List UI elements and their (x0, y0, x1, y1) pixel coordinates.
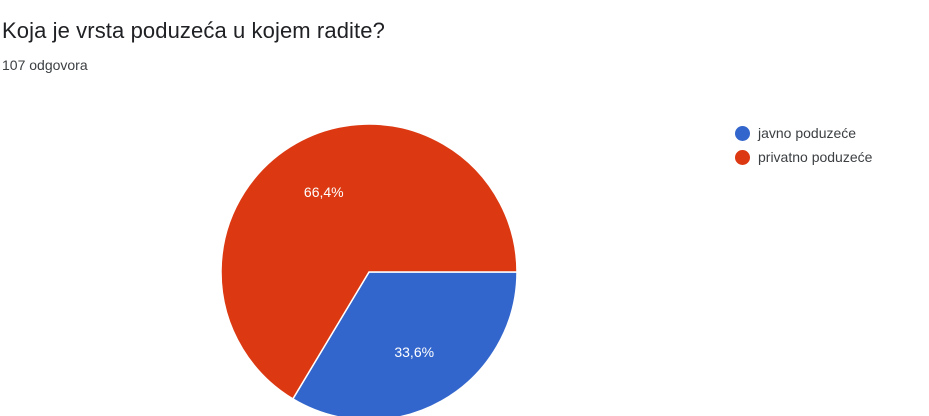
slice-label-privatno: 66,4% (304, 184, 344, 200)
response-count: 107 odgovora (2, 57, 88, 73)
slice-label-javno: 33,6% (394, 344, 434, 360)
pie-slice-privatno[interactable] (220, 123, 518, 400)
legend-item-javno[interactable]: javno poduzeće (735, 122, 872, 144)
legend-item-privatno[interactable]: privatno poduzeće (735, 146, 872, 168)
chart-legend: javno poduzeće privatno poduzeće (735, 122, 872, 170)
question-title: Koja je vrsta poduzeća u kojem radite? (2, 18, 385, 43)
legend-swatch-privatno (735, 149, 750, 165)
legend-swatch-javno (735, 125, 750, 141)
pie-slice-javno[interactable] (291, 271, 518, 416)
legend-label-javno: javno poduzeće (758, 125, 857, 141)
legend-label-privatno: privatno poduzeće (758, 149, 873, 165)
